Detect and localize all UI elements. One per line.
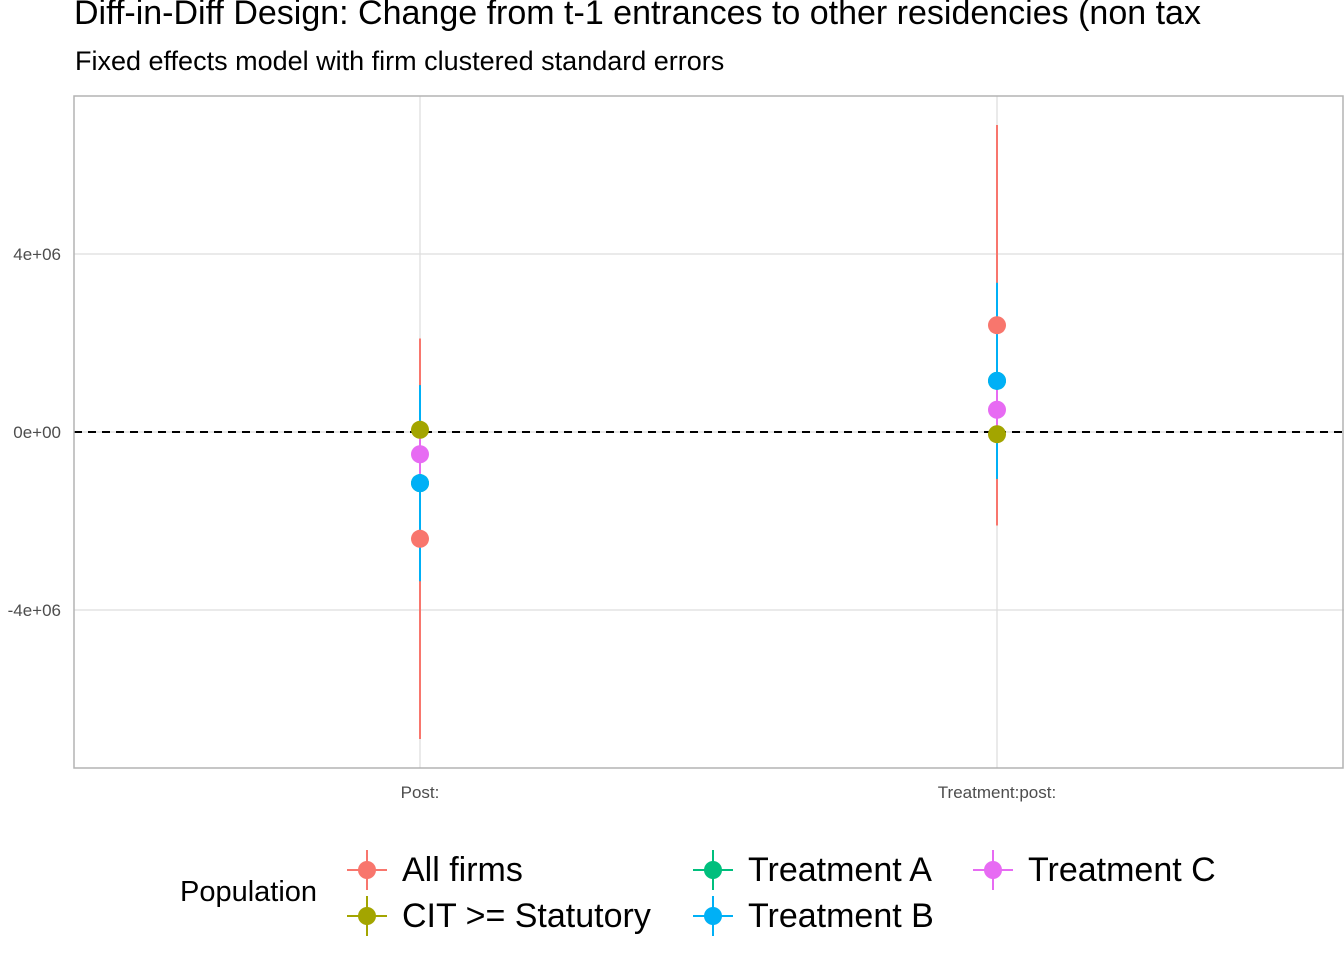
y-tick-label: 0e+00: [13, 423, 61, 442]
legend-label: Treatment A: [748, 850, 932, 889]
legend-item-cit-statutory: CIT >= Statutory: [344, 893, 651, 939]
data-point: [411, 445, 429, 464]
legend-label: Treatment C: [1028, 850, 1216, 889]
data-point: [988, 316, 1006, 335]
legend-item-treatment-a: Treatment A: [690, 847, 932, 893]
legend-item-all-firms: All firms: [344, 847, 523, 893]
data-point: [988, 371, 1006, 390]
legend-label: CIT >= Statutory: [402, 896, 651, 935]
legend-title: Population: [180, 876, 318, 908]
chart-title: Diff-in-Diff Design: Change from t-1 ent…: [74, 0, 1201, 32]
panel-border: [73, 95, 1344, 769]
legend-item-treatment-c: Treatment C: [970, 847, 1216, 893]
legend-label: All firms: [402, 850, 523, 889]
legend-key-treatment-c: [973, 850, 1013, 890]
data-point: [988, 400, 1006, 419]
legend-key-cit-statutory: [347, 896, 387, 936]
legend-label: Treatment B: [748, 896, 934, 935]
chart-subtitle: Fixed effects model with firm clustered …: [75, 46, 725, 76]
data-point: [988, 425, 1006, 444]
y-tick-label: 4e+06: [13, 245, 61, 264]
data-point: [411, 529, 429, 548]
data-point: [411, 474, 429, 493]
x-tick-label: Treatment:post:: [938, 783, 1056, 802]
legend-key-treatment-b: [693, 896, 733, 936]
legend-item-treatment-b: Treatment B: [690, 893, 934, 939]
legend-key-treatment-a: [693, 850, 733, 890]
y-tick-label: -4e+06: [8, 601, 61, 620]
x-tick-label: Post:: [401, 783, 440, 802]
data-point: [411, 420, 429, 439]
legend-key-all-firms: [347, 850, 387, 890]
